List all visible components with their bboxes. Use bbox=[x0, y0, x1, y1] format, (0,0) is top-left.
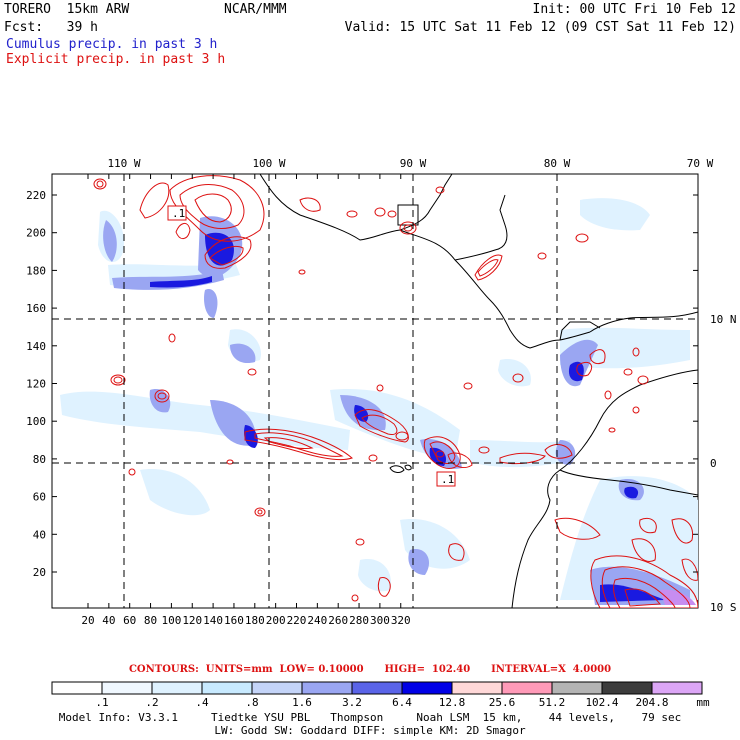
colorbar-swatch bbox=[101, 681, 153, 695]
init-time: Init: 00 UTC Fri 10 Feb 12 bbox=[532, 2, 737, 17]
precip-extreme bbox=[660, 589, 696, 605]
x-tick-label: 240 bbox=[307, 614, 327, 627]
colorbar-label: 204.8 bbox=[635, 696, 669, 709]
lon-label-70w: 70 W bbox=[687, 157, 714, 170]
y-tick-label: 180 bbox=[26, 264, 46, 277]
colorbar-label: 12.8 bbox=[438, 696, 466, 709]
colorbar-swatch bbox=[551, 681, 603, 695]
colorbar-label: 1.6 bbox=[292, 696, 312, 709]
colorbar-swatch bbox=[201, 681, 253, 695]
colorbar-label: .8 bbox=[245, 696, 259, 709]
lat-label-10s: 10 S bbox=[710, 601, 737, 614]
colorbar-swatch bbox=[301, 681, 353, 695]
lon-label-90w: 90 W bbox=[400, 157, 427, 170]
x-tick-label: 140 bbox=[203, 614, 223, 627]
colorbar-swatch bbox=[501, 681, 553, 695]
colorbar-label: 3.2 bbox=[342, 696, 362, 709]
y-tick-label: 60 bbox=[33, 491, 46, 504]
colorbar-label: 6.4 bbox=[392, 696, 412, 709]
colorbar bbox=[51, 681, 703, 695]
model-info-line1: Model Info: V3.3.1 Tiedtke YSU PBL Thomp… bbox=[58, 711, 682, 724]
forecast-hour: Fcst: 39 h bbox=[4, 20, 98, 35]
x-tick-label: 100 bbox=[161, 614, 181, 627]
colorbar-label: 102.4 bbox=[585, 696, 619, 709]
y-tick-label: 100 bbox=[26, 415, 46, 428]
model-info-line2: LW: Godd SW: Goddard DIFF: simple KM: 2D… bbox=[214, 724, 526, 737]
x-tick-label: 300 bbox=[370, 614, 390, 627]
lat-lon-grid bbox=[52, 174, 698, 608]
x-tick-label: 160 bbox=[224, 614, 244, 627]
box-label-1: .1 bbox=[172, 207, 185, 220]
contour-label-box-1 bbox=[167, 205, 187, 221]
x-tick-label: 60 bbox=[123, 614, 136, 627]
y-tick-label: 220 bbox=[26, 189, 46, 202]
box-label-2: .1 bbox=[441, 473, 454, 486]
colorbar-swatch bbox=[601, 681, 653, 695]
x-tick-label: 120 bbox=[182, 614, 202, 627]
y-tick-label: 20 bbox=[33, 566, 46, 579]
x-tick-label: 280 bbox=[349, 614, 369, 627]
legend-explicit: Explicit precip. in past 3 h bbox=[6, 52, 226, 67]
colorbar-swatch bbox=[51, 681, 103, 695]
x-tick-label: 220 bbox=[287, 614, 307, 627]
colorbar-unit: mm bbox=[696, 696, 710, 709]
model-title: TORERO 15km ARW bbox=[4, 2, 130, 17]
colorbar-label: 25.6 bbox=[488, 696, 516, 709]
legend-cumulus: Cumulus precip. in past 3 h bbox=[6, 37, 218, 52]
colorbar-label: .1 bbox=[95, 696, 109, 709]
y-tick-label: 200 bbox=[26, 227, 46, 240]
lat-label-10n: 10 N bbox=[710, 313, 737, 326]
x-tick-label: 260 bbox=[328, 614, 348, 627]
colorbar-swatch bbox=[251, 681, 303, 695]
y-tick-label: 80 bbox=[33, 453, 46, 466]
org-label: NCAR/MMM bbox=[224, 2, 287, 17]
axis-tick-marks bbox=[52, 174, 698, 608]
colorbar-label: 51.2 bbox=[538, 696, 566, 709]
colorbar-swatch bbox=[351, 681, 403, 695]
y-tick-label: 40 bbox=[33, 528, 46, 541]
colorbar-swatch bbox=[151, 681, 203, 695]
colorbar-swatch bbox=[451, 681, 503, 695]
x-tick-label: 200 bbox=[266, 614, 286, 627]
y-tick-label: 140 bbox=[26, 340, 46, 353]
contour-label-box-2 bbox=[436, 471, 456, 487]
x-tick-label: 20 bbox=[81, 614, 94, 627]
colorbar-swatch bbox=[401, 681, 453, 695]
lon-label-100w: 100 W bbox=[252, 157, 285, 170]
lat-label-0: 0 bbox=[710, 457, 717, 470]
x-tick-label: 80 bbox=[144, 614, 157, 627]
lon-label-110w: 110 W bbox=[107, 157, 140, 170]
contour-info: CONTOURS: UNITS=mm LOW= 0.10000 HIGH= 10… bbox=[128, 664, 612, 675]
explicit-precip-contours bbox=[93, 175, 698, 608]
colorbar-label: .2 bbox=[145, 696, 159, 709]
x-tick-label: 180 bbox=[245, 614, 265, 627]
valid-time: Valid: 15 UTC Sat 11 Feb 12 (09 CST Sat … bbox=[344, 20, 736, 35]
y-tick-label: 120 bbox=[26, 378, 46, 391]
coastlines bbox=[259, 174, 698, 608]
lon-label-80w: 80 W bbox=[544, 157, 571, 170]
colorbar-label: .4 bbox=[195, 696, 209, 709]
y-tick-label: 160 bbox=[26, 302, 46, 315]
colorbar-swatch bbox=[651, 681, 703, 695]
x-tick-label: 40 bbox=[102, 614, 115, 627]
x-tick-label: 320 bbox=[391, 614, 411, 627]
